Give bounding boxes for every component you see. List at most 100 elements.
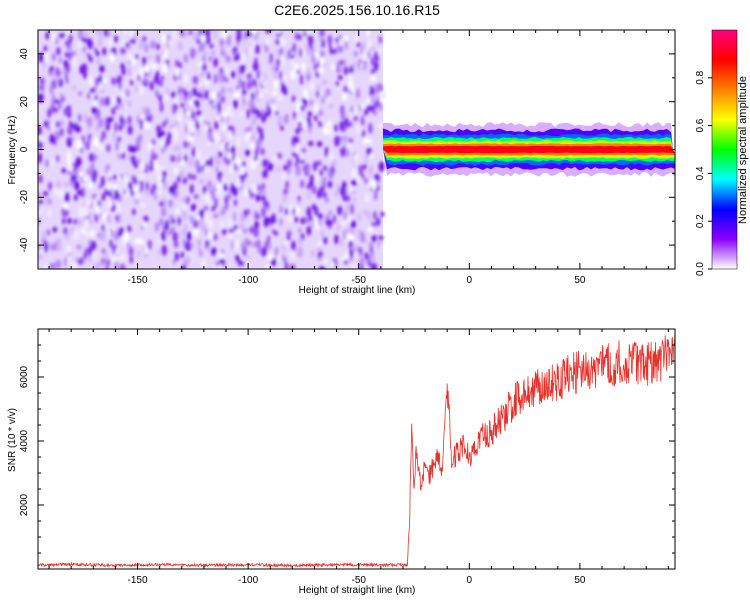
heatmap-cell (189, 242, 194, 249)
heatmap-cell (81, 63, 88, 74)
heatmap-cell (88, 245, 93, 257)
heatmap-cell (65, 39, 71, 47)
heatmap-cell (183, 53, 189, 64)
heatmap-cell (38, 93, 43, 103)
heatmap-cell (202, 50, 207, 57)
heatmap-cell (63, 227, 68, 235)
x-tick-label: -150 (128, 575, 148, 586)
heatmap-cell (339, 59, 343, 66)
heatmap-cell (292, 263, 296, 269)
heatmap-cell (107, 96, 111, 102)
heatmap-cell (216, 91, 221, 100)
heatmap-cell (184, 244, 189, 250)
heatmap-cell (175, 67, 180, 78)
heatmap-cell (105, 121, 110, 131)
heatmap-cell (64, 52, 69, 58)
heatmap-cell (172, 31, 177, 41)
heatmap-cell (124, 42, 130, 48)
heatmap-cell (280, 56, 285, 67)
heatmap-cell (302, 97, 306, 104)
heatmap-cell (286, 166, 291, 175)
heatmap-cell (328, 126, 332, 137)
heatmap-cell (115, 82, 119, 94)
heatmap-cell (161, 244, 167, 256)
heatmap-cell (38, 52, 44, 63)
heatmap-cell (193, 226, 199, 237)
heatmap-cell (210, 92, 215, 101)
heatmap-cell (112, 131, 117, 142)
heatmap-cell (274, 109, 278, 116)
heatmap-cell (132, 208, 136, 216)
heatmap-cell (367, 226, 373, 233)
heatmap-cell (237, 136, 241, 148)
heatmap-cell (295, 154, 300, 165)
heatmap-cell (261, 182, 266, 190)
heatmap-cell (76, 244, 82, 250)
heatmap-cell (108, 37, 112, 49)
heatmap-cell (188, 30, 193, 35)
heatmap-cell (328, 219, 333, 227)
heatmap-cell (115, 249, 119, 256)
snr-y-label: SNR (10 * v/v) (7, 408, 18, 472)
x-tick-label: -100 (238, 575, 258, 586)
heatmap-cell (305, 92, 309, 100)
heatmap-cell (168, 185, 175, 196)
heatmap-cell (294, 32, 299, 41)
heatmap-cell (65, 77, 69, 84)
heatmap-cell (266, 263, 270, 269)
heatmap-cell (54, 186, 58, 196)
heatmap-cell (336, 223, 340, 232)
heatmap-cell (249, 142, 255, 149)
heatmap-cell (140, 183, 144, 192)
heatmap-cell (273, 70, 278, 80)
heatmap-cell (43, 263, 49, 269)
heatmap-cell (55, 259, 62, 269)
heatmap-cell (157, 81, 163, 89)
heatmap-cell (46, 229, 51, 236)
heatmap-cell (123, 30, 128, 36)
heatmap-cell (126, 100, 132, 108)
heatmap-cell (281, 253, 285, 262)
heatmap-cell (63, 201, 69, 210)
heatmap-cell (71, 262, 78, 269)
heatmap-cell (263, 216, 269, 228)
heatmap-cell (82, 45, 87, 53)
heatmap-cell (301, 120, 306, 129)
heatmap-cell (40, 243, 44, 254)
heatmap-cell (178, 92, 183, 100)
heatmap-cell (71, 123, 77, 129)
heatmap-cell (279, 218, 283, 227)
heatmap-cell (295, 205, 301, 216)
heatmap-cell (184, 123, 188, 134)
snr-panel: -150 -100 -50 0 50 2000 4000 6000 Height of st… (7, 328, 676, 596)
heatmap-cell (367, 39, 373, 49)
heatmap-cell (328, 102, 333, 110)
heatmap-cell (292, 42, 297, 54)
heatmap-cell (204, 192, 211, 204)
heatmap-cell (342, 110, 346, 121)
heatmap-cell (290, 249, 296, 261)
snr-y-axis: 2000 4000 6000 (19, 328, 675, 570)
heatmap-cell (309, 80, 314, 92)
heatmap-cell (360, 44, 364, 56)
heatmap-cell (241, 242, 245, 250)
heatmap-cell (98, 30, 103, 39)
heatmap-cell (100, 176, 105, 187)
heatmap-cell (179, 170, 185, 179)
heatmap-cell (278, 71, 283, 80)
heatmap-cell (360, 115, 365, 126)
heatmap-cell (300, 74, 303, 85)
heatmap-cell (348, 78, 353, 89)
heatmap-cell (178, 112, 182, 118)
heatmap-cell (147, 239, 153, 250)
heatmap-cell (331, 169, 336, 174)
heatmap-cell (186, 231, 192, 241)
heatmap-cell (294, 216, 299, 223)
heatmap-cell (343, 35, 349, 41)
snr-frame (37, 328, 676, 570)
heatmap-cell (187, 144, 192, 150)
heatmap-cell (119, 252, 125, 261)
heatmap-cell (209, 43, 214, 49)
heatmap-cell (215, 157, 222, 166)
